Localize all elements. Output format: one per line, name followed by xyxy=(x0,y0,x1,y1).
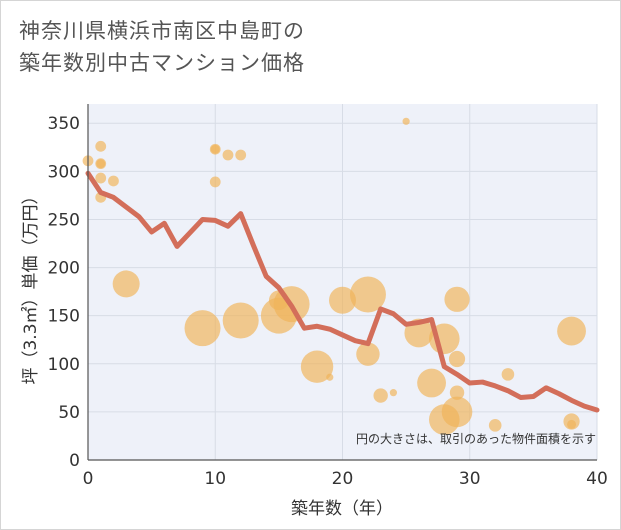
data-bubble xyxy=(501,368,515,381)
data-bubble xyxy=(184,310,221,347)
data-bubble xyxy=(557,316,586,346)
grid xyxy=(88,104,598,460)
x-tick-label: 10 xyxy=(204,469,226,489)
data-bubble xyxy=(329,286,356,314)
data-bubble xyxy=(349,276,386,313)
data-bubble xyxy=(389,389,397,397)
x-tick-label: 30 xyxy=(459,469,481,489)
y-tick-label: 350 xyxy=(48,114,80,134)
size-note: 円の大きさは、取引のあった物件面積を示す xyxy=(356,431,596,446)
data-bubble xyxy=(108,175,119,187)
x-tick-label: 0 xyxy=(83,469,94,489)
data-bubble xyxy=(488,419,502,432)
y-tick-label: 200 xyxy=(48,259,80,279)
data-bubble xyxy=(449,385,465,400)
axes: 0 50 100 150 200 250 300 350 0 10 20 30 40 xyxy=(48,104,608,489)
x-tick-label: 40 xyxy=(586,469,608,489)
data-bubble xyxy=(209,176,221,188)
chart-title-line-1: 神奈川県横浜市南区中島町の xyxy=(19,19,305,43)
x-axis-label: 築年数（年） xyxy=(291,499,393,519)
chart-title-line-2: 築年数別中古マンション価格 xyxy=(19,51,305,75)
x-tick-label: 20 xyxy=(332,469,354,489)
y-tick-label: 100 xyxy=(48,355,80,375)
data-bubble xyxy=(222,302,259,339)
y-tick-label: 250 xyxy=(48,210,80,230)
data-bubble xyxy=(96,159,106,169)
data-bubble xyxy=(373,388,388,403)
y-axis-label: 坪（3.3㎡）単価（万円） xyxy=(21,187,41,384)
data-bubble xyxy=(441,396,473,428)
data-bubble xyxy=(326,373,334,381)
data-bubble xyxy=(356,342,380,366)
data-bubble xyxy=(417,368,446,398)
data-bubble xyxy=(402,117,410,125)
y-tick-label: 150 xyxy=(48,307,80,327)
data-bubble xyxy=(235,149,247,161)
y-tick-label: 300 xyxy=(48,162,80,182)
y-tick-label: 0 xyxy=(69,451,80,471)
chart-title: 神奈川県横浜市南区中島町の 築年数別中古マンション価格 xyxy=(19,15,439,79)
data-bubble xyxy=(222,149,234,161)
data-bubble xyxy=(444,286,470,312)
trend-line xyxy=(85,170,600,413)
data-bubble xyxy=(95,172,107,184)
data-bubble xyxy=(112,270,140,298)
data-bubble xyxy=(448,350,466,368)
data-bubble xyxy=(95,140,107,152)
data-bubble xyxy=(210,144,220,154)
data-bubble xyxy=(300,350,334,383)
y-tick-label: 50 xyxy=(58,403,80,423)
data-bubble xyxy=(567,419,577,429)
